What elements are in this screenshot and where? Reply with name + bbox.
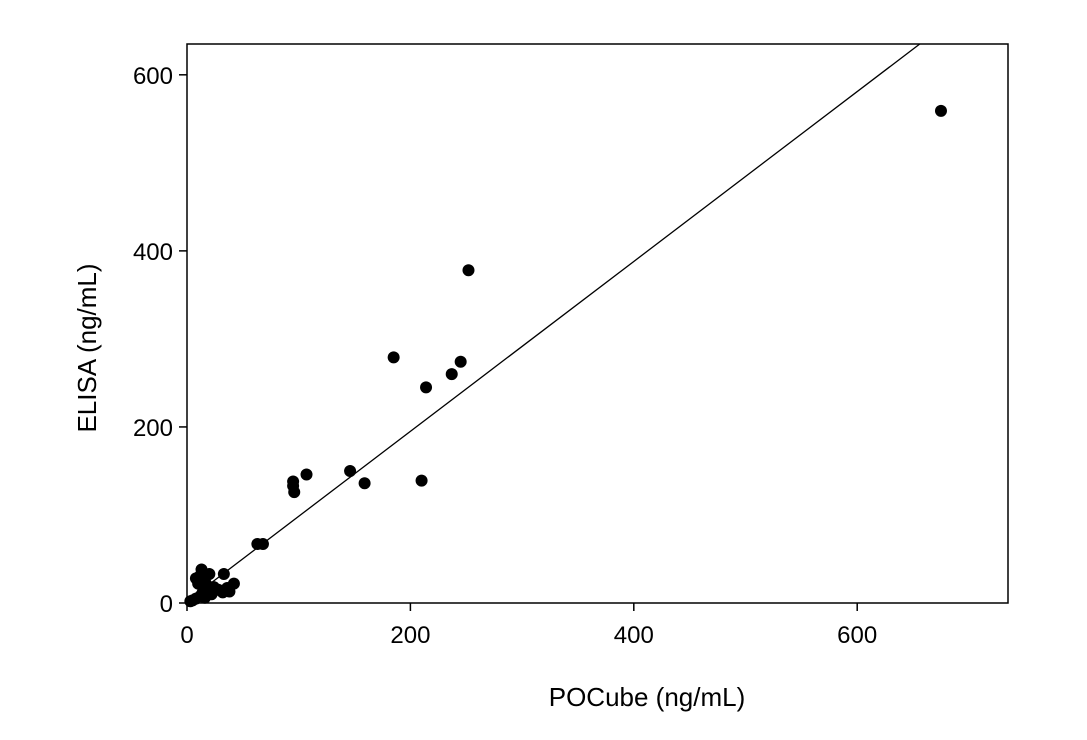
- x-axis-title: POCube (ng/mL): [549, 682, 746, 712]
- y-tick-label: 0: [160, 591, 173, 618]
- y-axis-title: ELISA (ng/mL): [72, 263, 102, 432]
- data-point: [420, 381, 432, 393]
- x-tick-label: 200: [390, 622, 430, 649]
- data-point: [462, 264, 474, 276]
- data-point: [416, 475, 428, 487]
- data-point: [344, 465, 356, 477]
- data-point: [199, 592, 211, 604]
- data-point: [388, 351, 400, 363]
- data-point: [359, 477, 371, 489]
- data-point: [446, 368, 458, 380]
- y-tick-label: 400: [133, 239, 173, 266]
- regression-line: [187, 44, 920, 601]
- data-point: [301, 468, 313, 480]
- data-point: [223, 586, 235, 598]
- plot-area-frame: [187, 44, 1008, 603]
- y-tick-label: 600: [133, 63, 173, 90]
- data-point: [288, 486, 300, 498]
- x-tick-label: 600: [837, 622, 877, 649]
- data-points: [184, 105, 947, 607]
- x-tick-label: 0: [180, 622, 193, 649]
- x-tick-label: 400: [614, 622, 654, 649]
- y-tick-label: 200: [133, 415, 173, 442]
- data-point: [184, 595, 196, 607]
- data-point: [218, 568, 230, 580]
- data-point: [455, 356, 467, 368]
- y-axis-ticks: 0 200 400 600: [133, 63, 187, 618]
- data-point: [257, 538, 269, 550]
- x-axis-ticks: 0 200 400 600: [180, 603, 877, 649]
- data-point: [935, 105, 947, 117]
